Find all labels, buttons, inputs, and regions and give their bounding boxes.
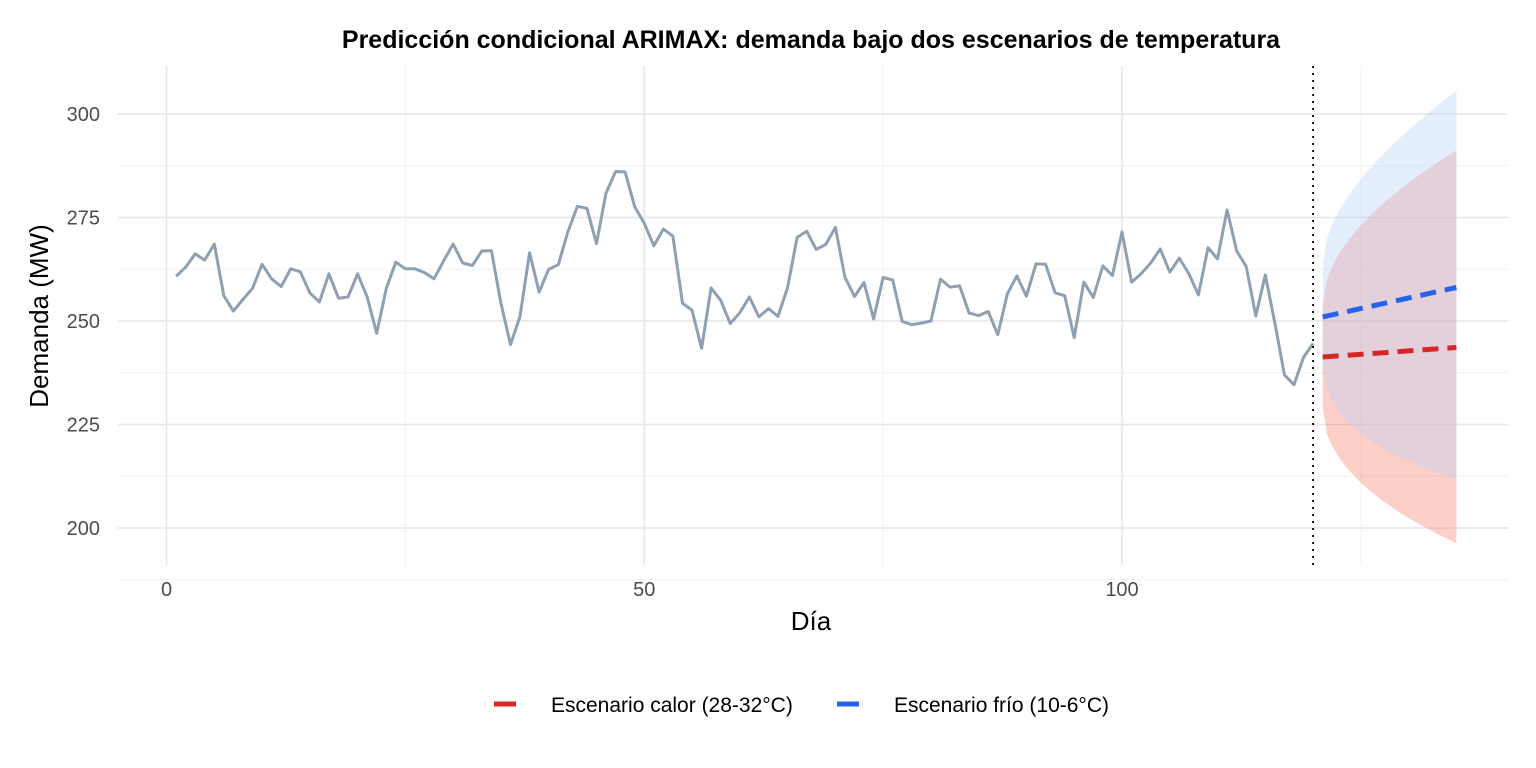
forecast-line-frio <box>1322 285 1457 320</box>
x-axis-label: Día <box>791 606 832 636</box>
legend-item: Escenario frío (10-6°C) <box>837 694 1109 717</box>
confidence-band-frio <box>1322 90 1457 480</box>
forecast-line-calor <box>1322 345 1457 360</box>
y-tick-label: 275 <box>67 208 100 230</box>
x-tick-label: 50 <box>633 579 655 601</box>
legend-label: Escenario calor (28-32°C) <box>551 694 793 717</box>
series-lines <box>175 66 1457 565</box>
grid-lines <box>118 66 1508 581</box>
confidence-band-calor <box>1322 150 1457 544</box>
x-axis-ticks: 0 50 100 <box>161 579 1139 601</box>
y-axis-label: Demanda (MW) <box>24 224 54 407</box>
y-tick-label: 200 <box>67 518 100 540</box>
y-tick-label: 300 <box>67 104 100 126</box>
legend: Escenario calor (28-32°C) Escenario frío … <box>494 694 1109 717</box>
history-line <box>175 170 1315 387</box>
confidence-bands <box>1322 90 1457 544</box>
y-tick-label: 225 <box>67 415 100 437</box>
chart-title: Predicción condicional ARIMAX: demanda b… <box>342 26 1281 54</box>
legend-item: Escenario calor (28-32°C) <box>494 694 793 717</box>
y-axis-ticks: 200 225 250 275 300 <box>67 104 100 540</box>
y-tick-label: 250 <box>67 311 100 333</box>
legend-label: Escenario frío (10-6°C) <box>894 694 1109 717</box>
x-tick-label: 100 <box>1105 579 1138 601</box>
x-tick-label: 0 <box>161 579 172 601</box>
